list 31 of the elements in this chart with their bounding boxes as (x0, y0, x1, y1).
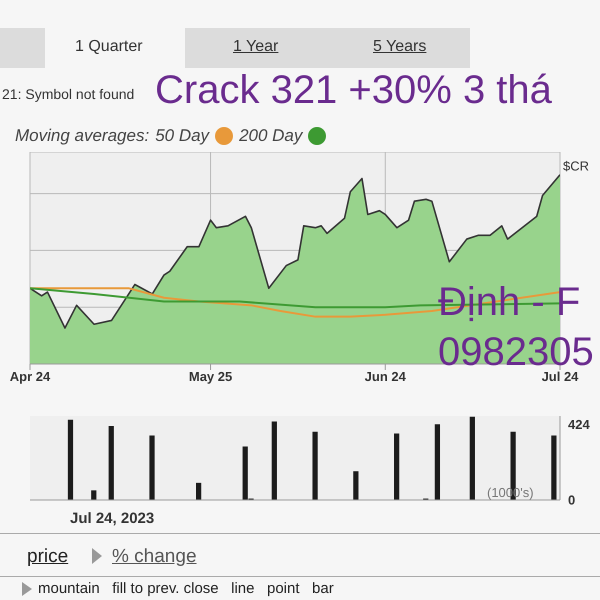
text: mountain fill to prev. close line point bar (38, 580, 334, 597)
text: 21: Symbol not found (2, 86, 134, 102)
legend-title: Moving averages: (15, 126, 150, 146)
bar (434, 424, 440, 500)
y-tick-label: 0 (568, 492, 576, 508)
bar (108, 426, 114, 500)
text: Jul 24, 2023 (70, 510, 154, 527)
x-tick-label: Jun 24 (364, 369, 407, 384)
text: 1 Quarter (75, 38, 143, 56)
bar (272, 422, 277, 500)
text: price (27, 546, 68, 568)
bar (551, 435, 557, 500)
bar (470, 416, 475, 500)
text: % change (112, 546, 197, 568)
bar (353, 471, 358, 500)
bar (149, 435, 155, 500)
bar (91, 490, 96, 500)
y-tick-label: 424 (568, 416, 590, 432)
bar (312, 432, 318, 500)
legend-label: 200 Day (239, 126, 302, 146)
x-tick-label: May 25 (188, 369, 232, 384)
text: 5 Years (373, 38, 426, 56)
legend-label: 50 Day (155, 126, 210, 146)
annotation: Định - F (438, 280, 580, 324)
bar (196, 482, 202, 500)
text: 1 Year (233, 38, 278, 56)
bar (68, 420, 74, 500)
series-label: $CR (563, 158, 590, 174)
bar (394, 434, 400, 500)
x-tick-label: Apr 24 (10, 369, 51, 384)
chart-title: Crack 321 +30% 3 thá (155, 68, 552, 112)
